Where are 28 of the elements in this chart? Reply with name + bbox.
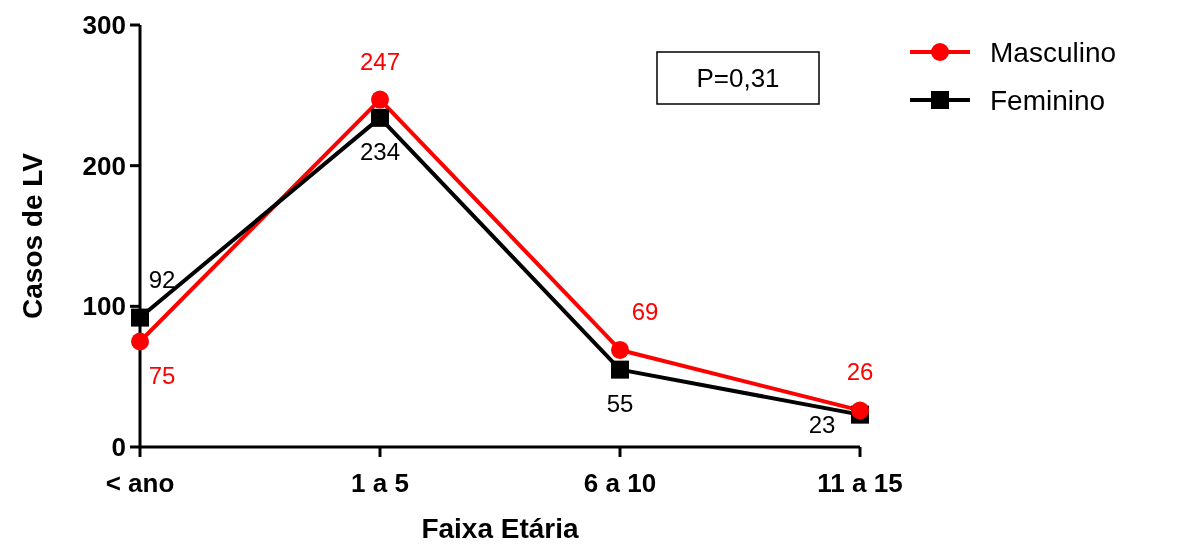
x-axis-title: Faixa Etária — [421, 513, 580, 544]
point — [131, 332, 149, 351]
x-tick-label: 6 a 10 — [583, 468, 657, 498]
point — [131, 308, 149, 327]
y-tick-label: 100 — [82, 291, 126, 322]
legend-label: Feminino — [990, 84, 1106, 116]
point — [611, 360, 629, 379]
y-tick-label: 200 — [82, 150, 126, 181]
annotation: P=0,31 — [696, 63, 780, 94]
data-label: 92 — [148, 265, 176, 293]
data-label: 75 — [148, 361, 176, 389]
point — [371, 90, 389, 109]
data-label: 234 — [359, 137, 401, 165]
x-tick-label: < ano — [105, 468, 175, 498]
x-tick-label: 11 a 15 — [817, 468, 903, 498]
data-label: 247 — [359, 47, 401, 75]
data-label: 26 — [846, 358, 874, 386]
data-label: 69 — [631, 297, 659, 325]
x-tick-label: 1 a 5 — [351, 468, 409, 498]
legend-label: Masculino — [990, 36, 1117, 68]
point — [371, 108, 389, 127]
data-label: 55 — [606, 389, 634, 417]
point — [611, 340, 629, 359]
point — [851, 401, 869, 420]
y-tick-label: 300 — [82, 10, 126, 41]
y-tick-label: 0 — [111, 432, 126, 463]
data-label: 23 — [808, 410, 836, 438]
y-axis-title: Casos de LV — [17, 152, 48, 319]
